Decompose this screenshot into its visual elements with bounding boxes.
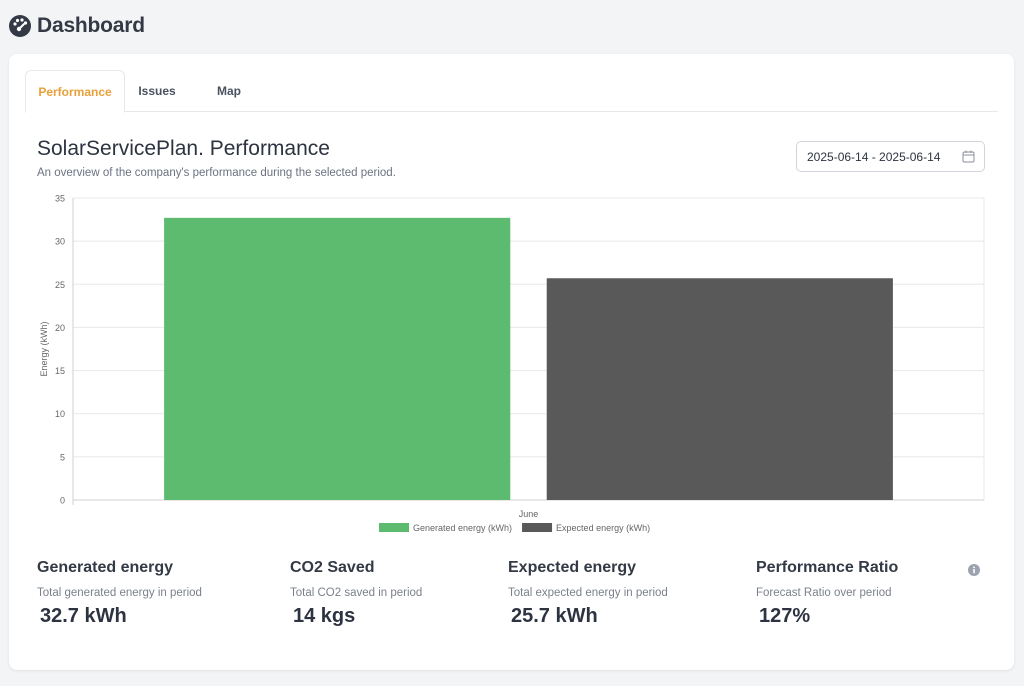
stat-subtitle: Forecast Ratio over period xyxy=(756,587,892,599)
stat-title: CO2 Saved xyxy=(290,559,375,576)
legend-swatch xyxy=(522,523,553,532)
stat-expected-energy: Expected energy Total expected energy in… xyxy=(508,559,668,628)
section-title: SolarServicePlan. Performance xyxy=(37,137,330,160)
tab-performance[interactable]: Performance xyxy=(25,70,125,113)
tab-map[interactable]: Map xyxy=(217,84,241,98)
y-axis-label: Energy (kWh) xyxy=(39,321,49,376)
stat-generated-energy: Generated energy Total generated energy … xyxy=(37,559,202,628)
info-icon[interactable] xyxy=(968,563,980,576)
stat-subtitle: Total expected energy in period xyxy=(508,587,668,599)
y-tick-label: 10 xyxy=(55,409,65,419)
stat-subtitle: Total generated energy in period xyxy=(37,587,202,599)
stat-value: 32.7 kWh xyxy=(40,605,127,627)
x-tick-label: June xyxy=(519,509,539,519)
stat-title: Expected energy xyxy=(508,559,637,576)
y-tick-label: 5 xyxy=(60,452,65,462)
stat-title: Generated energy xyxy=(37,559,174,576)
dashboard-card: Performance Issues Map SolarServicePlan.… xyxy=(9,54,1014,670)
y-tick-label: 0 xyxy=(60,496,65,506)
calendar-icon[interactable] xyxy=(962,150,975,163)
legend-swatch xyxy=(379,523,409,532)
stat-co2-saved: CO2 Saved Total CO2 saved in period 14 k… xyxy=(290,559,422,628)
tab-issues[interactable]: Issues xyxy=(138,84,176,98)
dashboard-gauge-icon xyxy=(8,14,32,38)
stat-subtitle: Total CO2 saved in period xyxy=(290,587,423,599)
y-tick-label: 25 xyxy=(55,280,65,290)
date-range-value: 2025-06-14 - 2025-06-14 xyxy=(807,149,941,164)
stat-performance-ratio: Performance Ratio Forecast Ratio over pe… xyxy=(756,559,898,628)
energy-chart: 0 5 10 15 20 25 30 35 Energy (kWh) June Generated … xyxy=(29,190,989,540)
stat-title: Performance Ratio xyxy=(756,559,899,576)
y-tick-label: 15 xyxy=(55,366,65,376)
stat-value: 14 kgs xyxy=(293,605,356,627)
section-subtitle: An overview of the company's performance… xyxy=(37,167,396,179)
stat-value: 25.7 kWh xyxy=(511,605,598,627)
legend-label: Expected energy (kWh) xyxy=(556,523,650,533)
date-range-picker[interactable]: 2025-06-14 - 2025-06-14 xyxy=(796,141,985,172)
y-tick-label: 30 xyxy=(55,237,65,247)
page-title: Dashboard xyxy=(37,14,145,37)
stat-value: 127% xyxy=(759,605,811,627)
tab-bar: Performance Issues Map xyxy=(25,70,998,113)
bar-expected xyxy=(546,278,893,500)
header: Dashboard xyxy=(8,10,145,42)
bar-generated xyxy=(164,217,511,501)
y-tick-label: 35 xyxy=(55,194,65,204)
legend-label: Generated energy (kWh) xyxy=(413,523,512,533)
y-tick-label: 20 xyxy=(55,323,65,333)
